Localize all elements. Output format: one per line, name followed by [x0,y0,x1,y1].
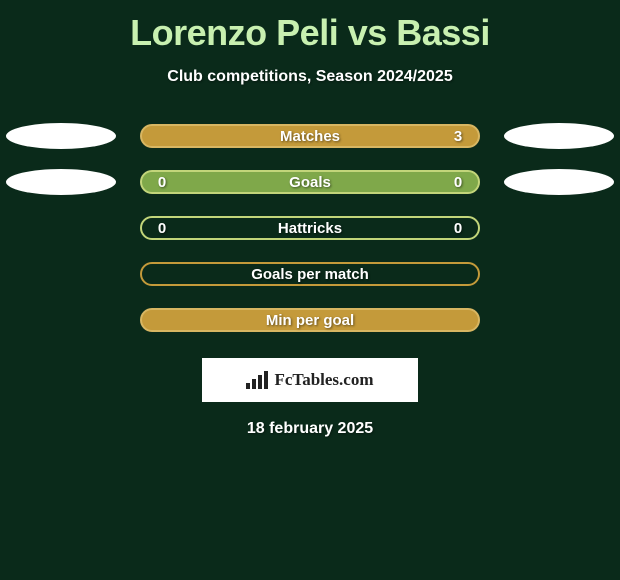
player-right-ellipse [504,169,614,195]
stat-pill: 0Hattricks0 [140,216,480,240]
player-left-ellipse [6,169,116,195]
player-right-ellipse [504,123,614,149]
stat-value-left: 0 [142,174,182,191]
player-left-ellipse [6,123,116,149]
stat-row: Goals per match [0,262,620,286]
stat-row: Min per goal [0,308,620,332]
comparison-subtitle: Club competitions, Season 2024/2025 [0,68,620,86]
stat-pill: 0Goals0 [140,170,480,194]
stat-row: 0Goals0 [0,170,620,194]
stat-pill: Min per goal [140,308,480,332]
comparison-title: Lorenzo Peli vs Bassi [0,0,620,54]
logo-chart-icon [246,371,268,389]
stat-pill: Matches3 [140,124,480,148]
stat-label: Goals [182,174,438,191]
stat-label: Goals per match [182,266,438,283]
stat-value-right: 0 [438,220,478,237]
stat-row: 0Hattricks0 [0,216,620,240]
comparison-date: 18 february 2025 [0,420,620,438]
fctables-logo[interactable]: FcTables.com [202,358,418,402]
stat-row: Matches3 [0,124,620,148]
logo-text: FcTables.com [274,370,373,390]
stat-label: Matches [182,128,438,145]
stat-value-right: 3 [438,128,478,145]
stat-label: Hattricks [182,220,438,237]
stat-value-left: 0 [142,220,182,237]
stat-value-right: 0 [438,174,478,191]
stat-pill: Goals per match [140,262,480,286]
stat-bars: Matches30Goals00Hattricks0Goals per matc… [0,124,620,332]
stat-label: Min per goal [182,312,438,329]
